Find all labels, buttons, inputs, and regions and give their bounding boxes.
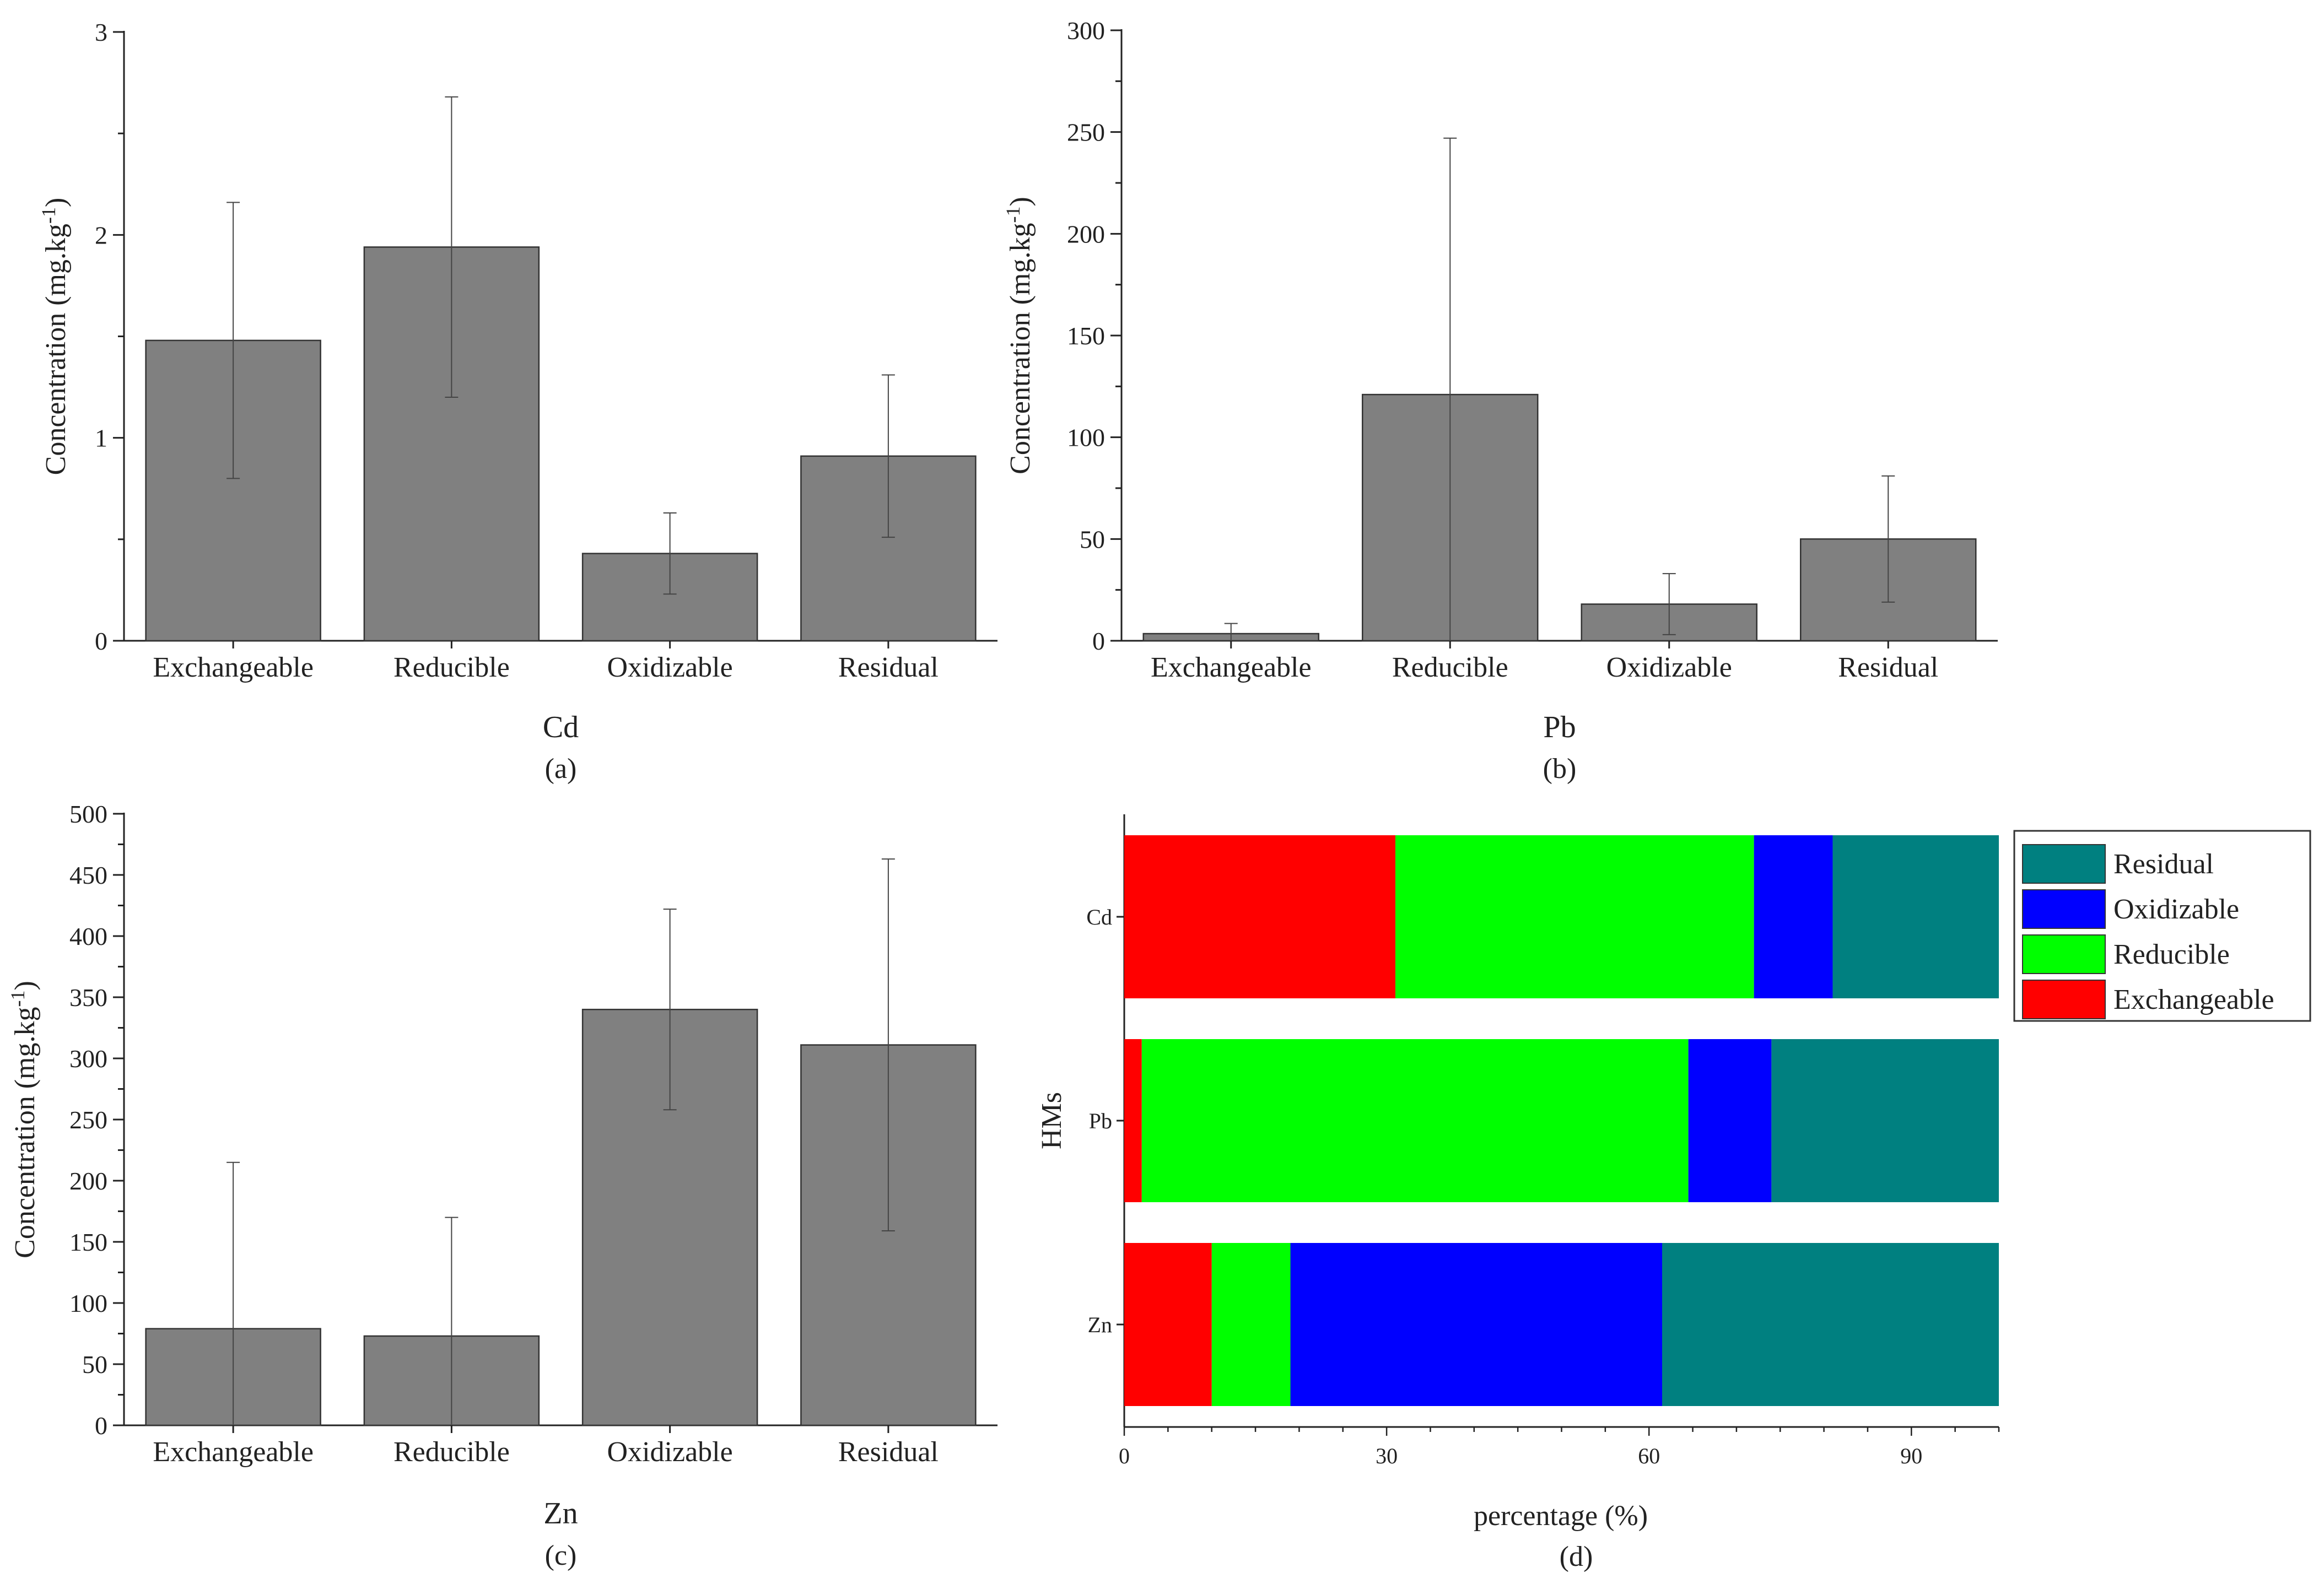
zn-y-tick-label: 200	[69, 1167, 107, 1195]
pb-panel-letter: (b)	[1543, 753, 1577, 785]
zn-category-label: Exchangeable	[153, 1436, 314, 1468]
zn-y-tick-label: 400	[69, 922, 107, 950]
d-category-label: Cd	[1086, 905, 1112, 929]
zn-category-label: Oxidizable	[607, 1436, 733, 1468]
d-x-tick-label: 60	[1638, 1444, 1660, 1468]
d-bar-pb-residual	[1771, 1039, 1999, 1202]
pb-category-label: Oxidizable	[1606, 652, 1732, 683]
cd-element-label: Cd	[543, 710, 579, 744]
d-legend-swatch-reducible	[2022, 934, 2106, 974]
cd-y-tick-label: 1	[95, 424, 107, 452]
d-legend-swatch-residual	[2022, 844, 2106, 884]
d-legend-label: Exchangeable	[2113, 984, 2274, 1015]
d-x-tick-label: 90	[1900, 1444, 1922, 1468]
d-legend-label: Oxidizable	[2113, 894, 2239, 925]
panel-c-zn-chart: 0 50 100 150 200 250 300 350 400 450 500 Exchangeab…	[7, 800, 997, 1571]
zn-category-label: Residual	[838, 1436, 939, 1468]
zn-y-tick-label: 300	[69, 1045, 107, 1073]
d-bar-zn-residual	[1662, 1243, 1999, 1406]
d-bar-cd-oxidizable	[1754, 835, 1833, 998]
d-legend: Residual Oxidizable Reducible Exchangeable	[2013, 830, 2311, 1022]
pb-y-tick-label: 150	[1067, 322, 1105, 350]
d-bar-pb-exchangeable	[1124, 1039, 1142, 1202]
cd-category-label: Reducible	[393, 652, 510, 683]
d-bar-pb-oxidizable	[1688, 1039, 1772, 1202]
d-category-label: Pb	[1089, 1109, 1112, 1133]
zn-y-tick-label: 250	[69, 1106, 107, 1134]
d-x-tick-label: 30	[1376, 1444, 1398, 1468]
d-legend-swatch-exchangeable	[2022, 980, 2106, 1019]
zn-y-tick-label: 50	[82, 1350, 107, 1378]
zn-y-axis-title: Concentration (mg.kg-1)	[7, 981, 41, 1258]
zn-y-tick-label: 0	[95, 1412, 107, 1440]
cd-panel-letter: (a)	[545, 753, 577, 785]
zn-y-tick-label: 100	[69, 1289, 107, 1317]
pb-y-tick-label: 0	[1092, 627, 1105, 655]
d-legend-label: Reducible	[2113, 939, 2230, 970]
cd-y-axis-title: Concentration (mg.kg-1)	[37, 198, 72, 475]
zn-y-tick-label: 450	[69, 861, 107, 889]
zn-category-label: Reducible	[393, 1436, 510, 1468]
pb-y-tick-label: 200	[1067, 220, 1105, 248]
pb-element-label: Pb	[1543, 710, 1576, 744]
panel-d-percentage-chart: Cd Pb Zn 0 30 60 90 percentage (%) HMs (d) Residua…	[1036, 814, 2311, 1572]
d-legend-swatch-oxidizable	[2022, 889, 2106, 929]
zn-y-tick-label: 350	[69, 983, 107, 1012]
cd-category-label: Exchangeable	[153, 652, 314, 683]
d-bar-cd-residual	[1832, 835, 1999, 998]
zn-element-label: Zn	[543, 1496, 578, 1531]
d-y-axis-title: HMs	[1036, 1092, 1067, 1149]
zn-y-tick-label: 150	[69, 1228, 107, 1256]
d-x-tick-label: 0	[1119, 1444, 1130, 1468]
cd-y-tick-label: 2	[95, 221, 107, 249]
pb-y-tick-label: 300	[1067, 17, 1105, 45]
d-category-label: Zn	[1088, 1312, 1112, 1337]
pb-category-label: Reducible	[1392, 652, 1508, 683]
zn-panel-letter: (c)	[545, 1540, 577, 1571]
pb-category-label: Residual	[1838, 652, 1938, 683]
pb-y-tick-label: 50	[1080, 525, 1105, 553]
d-bar-cd-exchangeable	[1124, 835, 1395, 998]
cd-y-tick-label: 3	[95, 18, 107, 46]
pb-category-label: Exchangeable	[1151, 652, 1312, 683]
d-bar-zn-reducible	[1211, 1243, 1291, 1406]
pb-y-tick-label: 100	[1067, 424, 1105, 452]
panel-a-cd-chart: 0 1 2 3 Exchangeable Reducible Oxidizable Resid…	[37, 18, 997, 785]
zn-y-tick-label: 500	[69, 800, 107, 828]
d-legend-label: Residual	[2113, 848, 2214, 880]
d-x-axis-title: percentage (%)	[1474, 1500, 1648, 1532]
panel-b-pb-chart: 0 50 100 150 200 250 300 Exchangeable Reducible O…	[1002, 17, 1998, 785]
pb-y-tick-label: 250	[1067, 118, 1105, 147]
cd-category-label: Oxidizable	[607, 652, 733, 683]
cd-category-label: Residual	[838, 652, 939, 683]
cd-y-tick-label: 0	[95, 627, 107, 655]
d-panel-letter: (d)	[1560, 1541, 1593, 1572]
d-bar-pb-reducible	[1141, 1039, 1689, 1202]
d-bar-zn-exchangeable	[1124, 1243, 1212, 1406]
d-bar-cd-reducible	[1395, 835, 1754, 998]
d-bar-zn-oxidizable	[1290, 1243, 1663, 1406]
pb-y-axis-title: Concentration (mg.kg-1)	[1002, 197, 1036, 474]
